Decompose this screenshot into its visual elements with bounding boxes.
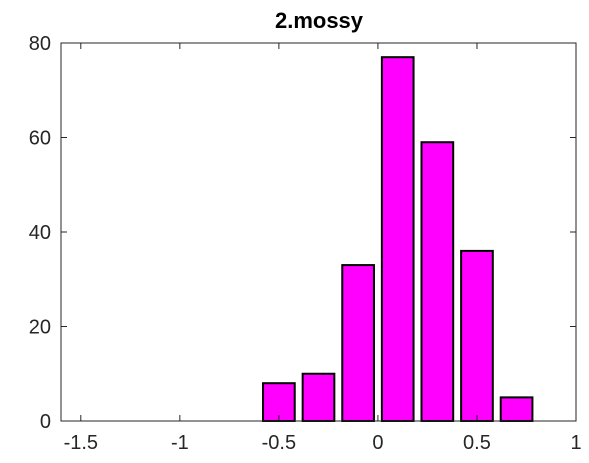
y-tick-labels: 0 20 40 60 80	[29, 33, 51, 433]
bar	[380, 56, 415, 423]
y-tick-label: 20	[29, 317, 51, 339]
ticks-group	[61, 42, 577, 422]
bar	[420, 141, 455, 422]
axes-box	[60, 42, 577, 422]
y-tick-label: 0	[40, 411, 51, 433]
x-tick-labels: -1.5 -1 -0.5 0 0.5 1	[64, 432, 582, 454]
bar	[499, 396, 534, 423]
x-tick-label: -0.5	[262, 432, 296, 454]
bars-group	[262, 56, 534, 423]
x-tick-label: -1	[171, 432, 189, 454]
y-tick-label: 80	[29, 33, 51, 55]
y-tick-label: 60	[29, 128, 51, 150]
y-tick-label: 40	[29, 222, 51, 244]
bar	[341, 264, 375, 422]
bar	[301, 372, 336, 422]
bar	[460, 249, 494, 422]
x-tick-label: -1.5	[64, 432, 98, 454]
x-tick-label: 1	[570, 432, 581, 454]
x-tick-label: 0	[372, 432, 383, 454]
x-tick-label: 0.5	[463, 432, 491, 454]
chart-title: 2.mossy	[275, 8, 364, 33]
